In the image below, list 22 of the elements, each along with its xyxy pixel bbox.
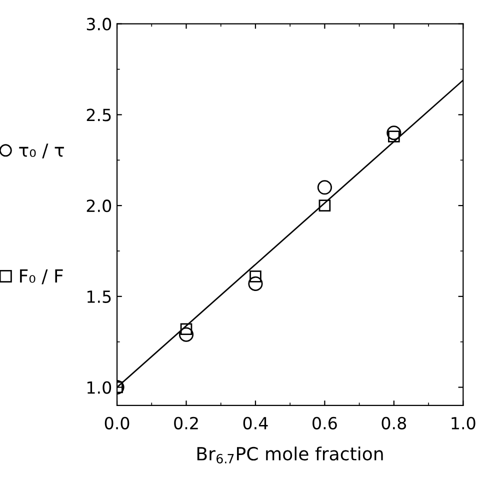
point [318, 200, 331, 212]
point [250, 270, 262, 282]
point [386, 126, 402, 140]
x-tick-label: 0.0 [104, 416, 130, 430]
legend-label: F₀ / F [20, 269, 63, 284]
y-tick-label: 1.0 [87, 381, 112, 394]
point [317, 180, 332, 195]
point [180, 323, 192, 336]
point [248, 276, 263, 291]
x-tick-label: 0.8 [382, 416, 406, 430]
x-tick-label: 0.4 [243, 416, 268, 430]
x-axis-title: Br$_{6.7}$PC mole fraction [197, 446, 383, 464]
point [388, 130, 400, 142]
x-tick-label: 0.6 [312, 416, 337, 430]
y-tick-label: 2.0 [86, 200, 112, 212]
y-tick-label: 2.5 [86, 108, 111, 122]
point [178, 327, 194, 342]
y-tick-label: 3.0 [86, 18, 112, 30]
legend-label: τ₀ / τ [19, 144, 64, 158]
y-tick-label: 1.5 [87, 290, 111, 303]
x-tick-label: 1.0 [452, 416, 476, 430]
x-tick-label: 0.2 [174, 416, 198, 430]
